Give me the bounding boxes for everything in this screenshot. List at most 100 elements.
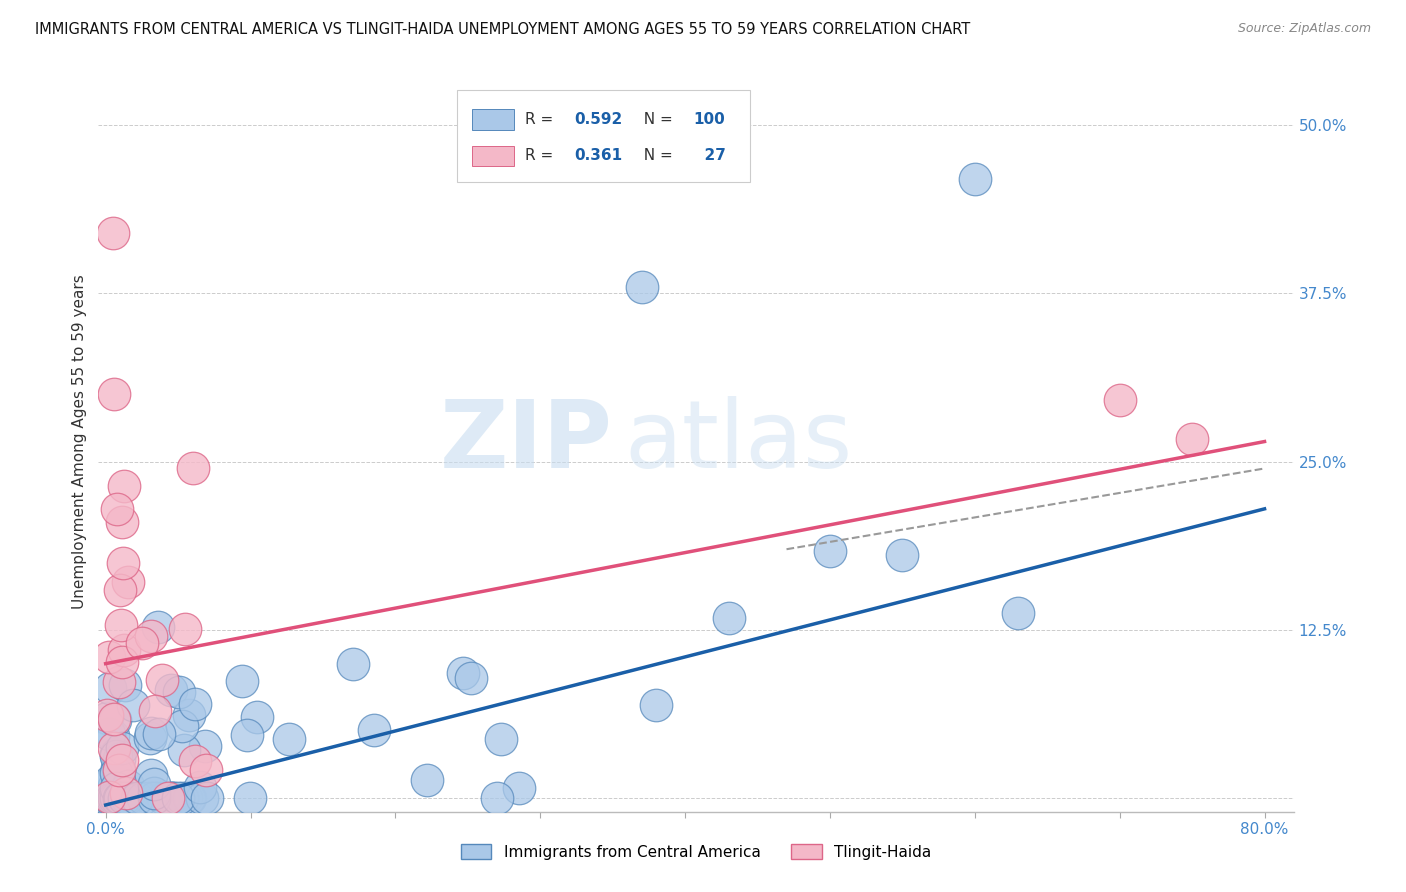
Point bbox=[963, 172, 986, 186]
Point bbox=[167, 791, 190, 805]
Point bbox=[114, 791, 136, 805]
Point bbox=[96, 711, 118, 725]
Point bbox=[630, 279, 652, 293]
Point bbox=[111, 655, 134, 669]
Text: N =: N = bbox=[634, 112, 678, 127]
Point bbox=[108, 791, 131, 805]
Point bbox=[159, 791, 181, 805]
Point bbox=[451, 665, 474, 680]
Point bbox=[162, 791, 184, 805]
Point bbox=[155, 791, 177, 805]
Point bbox=[173, 743, 195, 757]
Point bbox=[139, 768, 162, 782]
Point bbox=[1007, 607, 1029, 621]
Point bbox=[97, 727, 120, 741]
Point bbox=[143, 777, 166, 791]
Point bbox=[105, 761, 128, 775]
Point bbox=[146, 620, 169, 634]
Point bbox=[105, 765, 128, 780]
Point bbox=[98, 774, 121, 789]
Point bbox=[98, 790, 121, 805]
Point bbox=[150, 673, 173, 688]
Point bbox=[105, 791, 128, 805]
Point bbox=[110, 791, 132, 805]
Point bbox=[645, 698, 668, 712]
Point bbox=[118, 791, 141, 805]
Point bbox=[115, 786, 138, 800]
Point bbox=[460, 671, 482, 685]
Point bbox=[96, 791, 118, 805]
Point bbox=[146, 791, 169, 805]
Point bbox=[108, 791, 131, 805]
Point bbox=[174, 791, 197, 805]
Point bbox=[101, 226, 124, 240]
Point bbox=[485, 791, 508, 805]
Point bbox=[342, 657, 364, 671]
Text: 27: 27 bbox=[693, 148, 725, 163]
Point bbox=[104, 791, 127, 805]
Point bbox=[117, 574, 139, 589]
Point bbox=[236, 728, 259, 742]
Point bbox=[179, 791, 201, 805]
Point bbox=[190, 791, 212, 805]
Point bbox=[103, 791, 125, 805]
Point bbox=[139, 630, 162, 644]
Point bbox=[416, 773, 439, 788]
Point bbox=[108, 752, 131, 766]
Point bbox=[101, 729, 124, 743]
Point bbox=[107, 763, 129, 777]
Point bbox=[363, 723, 385, 738]
Point bbox=[103, 387, 125, 401]
Point bbox=[188, 780, 211, 794]
Point bbox=[96, 791, 118, 805]
Point bbox=[107, 791, 129, 805]
Text: Source: ZipAtlas.com: Source: ZipAtlas.com bbox=[1237, 22, 1371, 36]
Point bbox=[114, 677, 136, 691]
Point bbox=[717, 610, 740, 624]
Point bbox=[159, 682, 181, 697]
Point bbox=[184, 755, 207, 769]
Point bbox=[117, 779, 139, 793]
Point bbox=[112, 791, 135, 805]
FancyBboxPatch shape bbox=[472, 109, 515, 129]
Point bbox=[114, 642, 136, 657]
Point bbox=[489, 732, 512, 747]
Point bbox=[194, 763, 217, 777]
Point bbox=[142, 785, 165, 799]
Point bbox=[108, 765, 131, 780]
Text: R =: R = bbox=[524, 112, 558, 127]
Point bbox=[139, 726, 162, 740]
Point bbox=[169, 685, 191, 699]
Point bbox=[112, 556, 135, 570]
Text: 0.592: 0.592 bbox=[574, 112, 623, 127]
Point bbox=[277, 732, 299, 747]
Point bbox=[108, 791, 131, 805]
Text: 100: 100 bbox=[693, 112, 725, 127]
Point bbox=[148, 727, 170, 741]
Point bbox=[181, 461, 204, 475]
Point bbox=[111, 753, 134, 767]
Text: ZIP: ZIP bbox=[440, 395, 613, 488]
Point bbox=[1108, 392, 1130, 407]
Point bbox=[100, 791, 122, 805]
Point bbox=[108, 582, 131, 597]
Text: atlas: atlas bbox=[624, 395, 852, 488]
Point bbox=[103, 740, 125, 755]
Point bbox=[122, 698, 145, 713]
Point bbox=[105, 749, 128, 764]
Legend: Immigrants from Central America, Tlingit-Haida: Immigrants from Central America, Tlingit… bbox=[461, 844, 931, 860]
Point bbox=[170, 719, 193, 733]
Point bbox=[184, 697, 207, 711]
Point bbox=[143, 704, 166, 718]
Point bbox=[173, 622, 195, 636]
Point bbox=[891, 549, 914, 563]
Point bbox=[152, 791, 174, 805]
Point bbox=[195, 791, 218, 805]
Point bbox=[139, 731, 162, 745]
Point bbox=[103, 779, 125, 793]
Point bbox=[131, 636, 153, 650]
Point bbox=[818, 544, 841, 558]
Point bbox=[115, 791, 138, 805]
Point bbox=[103, 791, 125, 805]
Point bbox=[105, 780, 128, 795]
